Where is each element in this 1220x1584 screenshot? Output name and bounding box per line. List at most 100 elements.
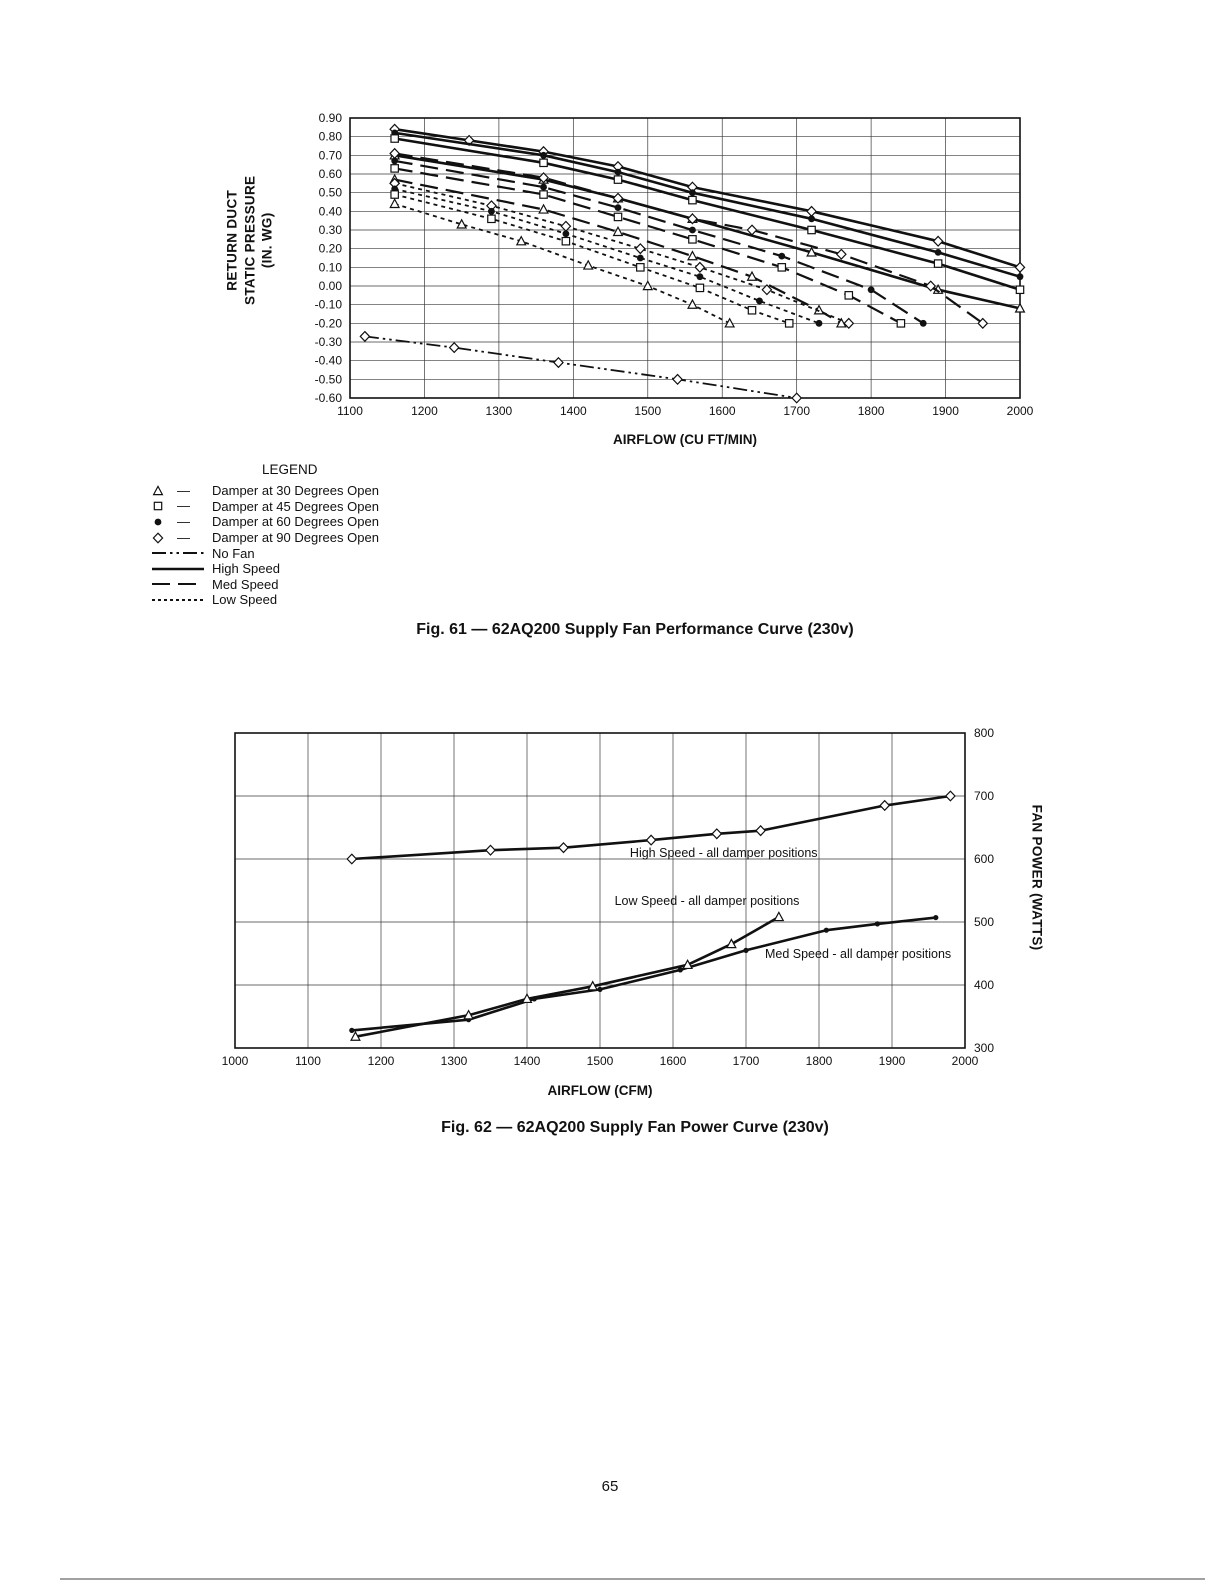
square-marker-icon [844, 291, 854, 300]
svg-text:0.10: 0.10 [319, 260, 343, 274]
square-marker-icon [390, 164, 399, 173]
svg-text:1800: 1800 [858, 404, 885, 418]
svg-text:-0.50: -0.50 [315, 372, 343, 386]
diamond-marker-icon [843, 317, 855, 330]
filled-circle-marker-icon [689, 189, 696, 197]
svg-text:1800: 1800 [806, 1054, 833, 1068]
diamond-marker-icon [791, 392, 803, 404]
diamond-marker-icon [746, 224, 758, 236]
square-marker-icon [539, 190, 548, 199]
filled-circle-marker-icon [778, 252, 786, 260]
dot-marker-icon [349, 1027, 355, 1033]
filled-circle-marker-icon [614, 204, 622, 211]
svg-text:1100: 1100 [337, 404, 363, 418]
svg-text:1700: 1700 [733, 1054, 760, 1068]
filled-circle-marker-icon [154, 518, 162, 526]
fig62-x-axis-label: AIRFLOW (CFM) [547, 1083, 653, 1098]
legend-item: — Damper at 90 Degrees Open [150, 530, 379, 546]
diamond-marker-icon [553, 356, 564, 369]
square-marker-icon [807, 225, 816, 235]
diamond-marker-icon [560, 220, 572, 232]
svg-text:—: — [177, 484, 190, 498]
svg-text:1700: 1700 [783, 404, 810, 418]
gridlines [234, 732, 966, 1049]
svg-text:1500: 1500 [587, 1054, 614, 1068]
legend-label: Damper at 30 Degrees Open [212, 483, 379, 499]
square-marker-icon: — [150, 499, 210, 513]
svg-text:1300: 1300 [441, 1054, 468, 1068]
svg-text:—: — [177, 531, 190, 545]
svg-text:0.90: 0.90 [319, 111, 343, 125]
svg-text:2000: 2000 [952, 1054, 979, 1068]
series-high-speed-all-damper-positions [346, 790, 956, 865]
svg-text:1600: 1600 [709, 404, 736, 418]
series-med-speed-damper-at-60-degrees-open [391, 157, 927, 327]
square-marker-icon [747, 305, 757, 315]
dot-marker-icon [874, 921, 881, 927]
diamond-marker-icon [558, 841, 569, 854]
svg-text:500: 500 [974, 915, 994, 929]
fig61-legend: LEGEND — Damper at 30 Degrees Open — Damper… [150, 462, 379, 608]
triangle-marker-icon [456, 218, 468, 229]
square-marker-icon [688, 235, 697, 244]
svg-text:-0.10: -0.10 [315, 298, 343, 312]
triangle-marker-icon [724, 317, 736, 328]
legend-label: Med Speed [212, 576, 279, 592]
svg-text:0.20: 0.20 [319, 242, 343, 256]
fig62-y-axis-label: FAN POWER (WATTS) [1029, 804, 1045, 951]
diamond-marker-icon [634, 242, 646, 255]
filled-circle-marker-icon [562, 230, 570, 238]
svg-text:0.80: 0.80 [319, 130, 343, 144]
triangle-marker-icon [746, 270, 758, 281]
gridlines [349, 117, 1021, 399]
diamond-marker-icon [711, 828, 723, 840]
series-low-speed-damper-at-60-degrees-open [391, 185, 823, 327]
dot-marker-icon [677, 967, 683, 973]
svg-text:—: — [177, 515, 190, 529]
triangle-marker-icon [587, 980, 599, 991]
triangle-marker-icon [773, 911, 785, 922]
legend-item: — Damper at 30 Degrees Open [150, 483, 379, 499]
diamond-marker-icon [1014, 261, 1026, 274]
filled-circle-marker-icon [488, 207, 495, 215]
fig61-x-axis-label: AIRFLOW (CU FT/MIN) [613, 432, 757, 447]
fig61-y-axis-label-line2: STATIC PRESSURE [242, 175, 258, 305]
svg-text:1200: 1200 [411, 404, 438, 418]
filled-circle-marker-icon [1016, 273, 1024, 281]
page-number: 65 [601, 1478, 619, 1495]
y-tick-labels: -0.60 -0.50 -0.40 -0.30 -0.20 -0.10 0.00 0.10 0.… [315, 111, 343, 405]
legend-label: Damper at 45 Degrees Open [212, 498, 379, 514]
triangle-marker-icon [1014, 302, 1026, 313]
triangle-marker-icon [612, 225, 624, 237]
svg-text:0.30: 0.30 [319, 223, 343, 237]
series-med-speed-all-damper-positions [349, 914, 939, 1033]
dashed-line-icon [150, 577, 210, 591]
square-marker-icon [896, 319, 906, 328]
svg-text:-0.60: -0.60 [315, 391, 343, 405]
diamond-marker-icon [806, 205, 817, 218]
filled-circle-marker-icon [815, 319, 823, 327]
fig61-caption: Fig. 61 — 62AQ200 Supply Fan Performance… [416, 621, 854, 638]
filled-circle-marker-icon [614, 168, 622, 176]
triangle-marker-icon [835, 317, 847, 328]
diamond-marker-icon [977, 317, 989, 330]
svg-text:0.60: 0.60 [319, 167, 343, 181]
fig61-y-axis-label: RETURN DUCT STATIC PRESSURE (IN. WG) [224, 130, 277, 350]
filled-circle-marker-icon [934, 249, 942, 256]
diamond-marker-icon [645, 834, 657, 846]
fig61-y-axis-label-line1: RETURN DUCT [224, 189, 240, 291]
triangle-marker-icon [521, 992, 533, 1004]
triangle-marker-icon [152, 484, 164, 495]
square-marker-icon [539, 158, 548, 168]
legend-item: Med Speed [150, 577, 379, 593]
series-med-speed-damper-at-90-degrees-open [389, 147, 989, 330]
svg-text:300: 300 [974, 1041, 994, 1055]
triangle-marker-icon [682, 958, 694, 970]
filled-circle-marker-icon [636, 254, 644, 262]
triangle-marker-icon [582, 259, 594, 270]
svg-text:-0.30: -0.30 [315, 335, 343, 349]
filled-circle-marker-icon [808, 215, 815, 223]
legend-label: Damper at 90 Degrees Open [212, 530, 379, 546]
triangle-marker-icon [687, 298, 698, 309]
